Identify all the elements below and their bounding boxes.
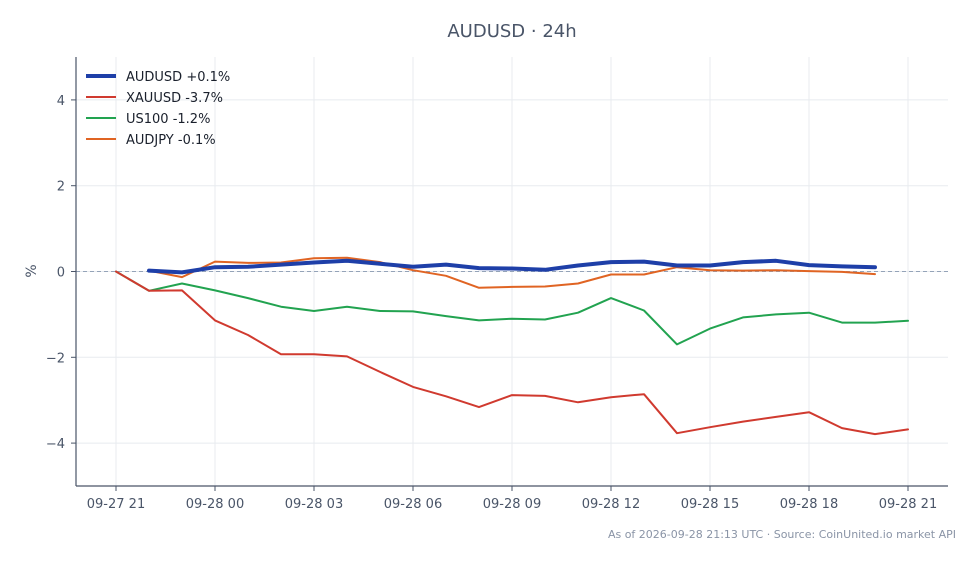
series-lines [115,256,909,436]
x-tick-label: 09-28 12 [582,497,640,512]
x-tick-label: 09-28 09 [483,497,541,512]
x-tick-label: 09-28 03 [285,497,343,512]
axes [71,57,948,491]
x-tick-label: 09-28 21 [879,497,937,512]
chart-title: AUDUSD · 24h [447,21,576,42]
x-tick-label: 09-28 06 [384,497,442,512]
legend: AUDUSD +0.1% XAUUSD -3.7% US100 -1.2% AUDJP… [86,70,230,148]
y-axis-label: % [24,264,40,277]
y-tick-label: 4 [57,94,65,109]
y-tick-label: 2 [57,180,65,195]
tick-labels: 09-27 21 09-28 00 09-28 03 09-28 06 09-28 09… [46,94,937,512]
x-tick-label: 09-28 00 [186,497,244,512]
source-footer: As of 2026-09-28 21:13 UTC · Source: Coi… [608,528,956,541]
series-line-xauusd [115,270,909,436]
legend-label-us100: US100 -1.2% [126,112,210,127]
legend-label-audjpy: AUDJPY -0.1% [126,133,216,148]
x-tick-label: 09-27 21 [87,497,145,512]
legend-label-xauusd: XAUUSD -3.7% [126,91,223,106]
series-line-audjpy [148,256,876,289]
x-tick-label: 09-28 18 [780,497,838,512]
x-tick-label: 09-28 15 [681,497,739,512]
series-line-audusd [147,258,877,275]
legend-label-audusd: AUDUSD +0.1% [126,70,230,85]
y-tick-label: −2 [46,351,65,366]
series-line-us100 [115,270,909,346]
y-tick-label: 0 [57,266,65,281]
y-tick-label: −4 [46,437,65,452]
